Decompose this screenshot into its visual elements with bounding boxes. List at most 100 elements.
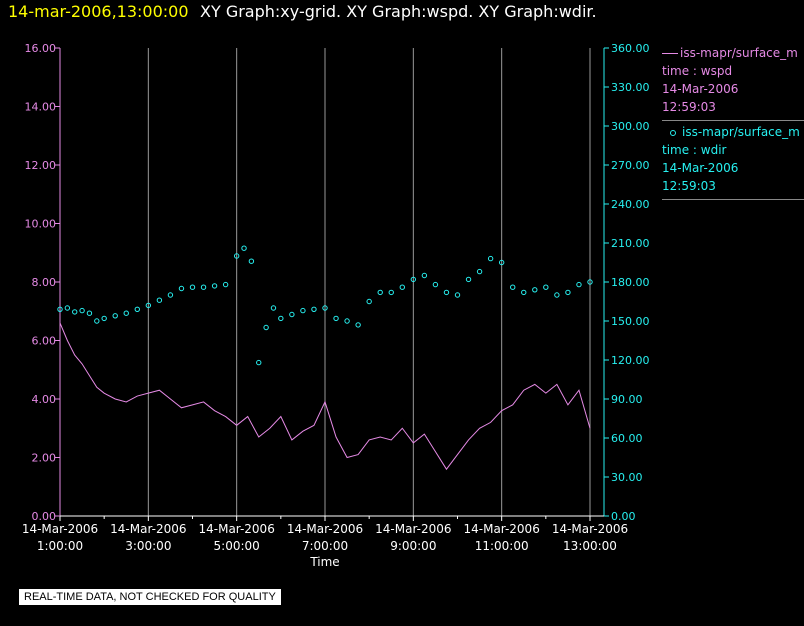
- y-left-tick-label: 12.00: [25, 159, 57, 172]
- wdir-point: [211, 283, 218, 289]
- wdir-point: [498, 259, 505, 266]
- y-right-tick-label: 180.00: [611, 276, 650, 289]
- x-axis-title: Time: [309, 555, 339, 569]
- wdir-point: [532, 287, 538, 293]
- wdir-point: [94, 318, 100, 324]
- x-tick-label-time: 1:00:00: [37, 539, 83, 553]
- legend-source-text: iss-mapr/surface_m: [680, 46, 798, 60]
- wdir-point: [521, 289, 527, 296]
- wdir-point: [79, 307, 85, 314]
- x-tick-label-time: 9:00:00: [390, 539, 436, 553]
- wdir-point: [344, 318, 350, 324]
- y-right-tick-label: 150.00: [611, 315, 650, 328]
- y-right-tick-label: 120.00: [611, 354, 650, 367]
- wdir-point: [576, 281, 582, 288]
- legend-entry-wdir: iss-mapr/surface_m time : wdir 14-Mar-20…: [662, 123, 804, 200]
- y-right-tick-label: 90.00: [611, 393, 643, 406]
- series-layer: [57, 245, 593, 471]
- y-left-tick-label: 10.00: [25, 218, 57, 231]
- x-tick-label-time: 5:00:00: [214, 539, 260, 553]
- wdir-point: [476, 268, 483, 275]
- wdir-point: [145, 302, 152, 309]
- wdir-point: [322, 305, 328, 311]
- legend-date: 14-Mar-2006: [662, 161, 739, 175]
- x-tick-label-date: 14-Mar-2006: [198, 522, 274, 536]
- y-right-tick-label: 30.00: [611, 471, 643, 484]
- wdir-point: [554, 292, 560, 298]
- wdir-point: [432, 281, 439, 288]
- x-tick-label-time: 7:00:00: [302, 539, 348, 553]
- legend-source: iss-mapr/surface_m: [662, 44, 804, 62]
- x-tick-label-date: 14-Mar-2006: [22, 522, 98, 536]
- legend-time: 12:59:03: [662, 179, 716, 193]
- wdir-point: [510, 284, 516, 290]
- wdir-point: [565, 289, 571, 296]
- wdir-point: [388, 289, 394, 296]
- wdir-point: [200, 284, 207, 290]
- wdir-point: [465, 276, 472, 283]
- wdir-point: [189, 284, 196, 290]
- wdir-point: [410, 276, 417, 283]
- line-swatch-icon: [662, 53, 678, 54]
- legend-divider: [662, 199, 804, 200]
- wdir-point: [399, 284, 405, 290]
- wdir-point: [311, 306, 317, 312]
- wdir-point: [270, 305, 277, 311]
- legend-label: time : wdir: [662, 143, 727, 157]
- x-tick-label-time: 13:00:00: [563, 539, 617, 553]
- label-layer: 14-Mar-2006 1:00:00 14-Mar-2006 3:00:00 14-M…: [22, 42, 650, 569]
- y-left-tick-label: 0.00: [32, 510, 57, 523]
- wdir-point: [86, 310, 93, 316]
- wdir-point: [233, 253, 240, 259]
- legend: iss-mapr/surface_m time : wspd 14-Mar-20…: [662, 44, 804, 202]
- wdir-point: [454, 292, 461, 298]
- legend-time: 12:59:03: [662, 100, 716, 114]
- x-tick-label-date: 14-Mar-2006: [463, 522, 539, 536]
- legend-divider: [662, 120, 804, 121]
- chart-datetime: 14-mar-2006,13:00:00: [8, 2, 189, 21]
- y-left-tick-label: 2.00: [32, 452, 57, 465]
- wdir-point: [377, 289, 383, 296]
- wdir-point: [587, 279, 593, 285]
- wdir-point: [112, 313, 118, 319]
- wdir-point: [64, 305, 71, 311]
- wdir-point: [355, 322, 361, 328]
- wdir-point: [241, 245, 247, 251]
- y-left-tick-label: 16.00: [25, 42, 57, 55]
- legend-entry-wspd: iss-mapr/surface_m time : wspd 14-Mar-20…: [662, 44, 804, 121]
- y-right-tick-label: 240.00: [611, 198, 650, 211]
- wdir-point: [278, 315, 284, 322]
- wdir-point: [222, 281, 229, 288]
- wdir-point: [289, 311, 295, 318]
- legend-source-text: iss-mapr/surface_m: [682, 125, 800, 139]
- wdir-point: [366, 298, 372, 305]
- wdir-point: [156, 297, 163, 303]
- graph-titles: XY Graph:xy-grid. XY Graph:wspd. XY Grap…: [200, 2, 597, 21]
- y-left-tick-label: 8.00: [32, 276, 57, 289]
- x-tick-label-date: 14-Mar-2006: [110, 522, 186, 536]
- x-tick-label-time: 3:00:00: [125, 539, 171, 553]
- y-left-tick-label: 14.00: [25, 101, 57, 114]
- wdir-point: [443, 289, 450, 296]
- wdir-point: [101, 315, 107, 322]
- y-right-tick-label: 330.00: [611, 81, 650, 94]
- x-tick-label-date: 14-Mar-2006: [552, 522, 628, 536]
- chart-header: 14-mar-2006,13:00:00 XY Graph:xy-grid. X…: [0, 0, 804, 28]
- y-right-tick-label: 300.00: [611, 120, 650, 133]
- wdir-point: [134, 306, 140, 312]
- y-right-tick-label: 360.00: [611, 42, 650, 55]
- x-tick-label-date: 14-Mar-2006: [375, 522, 451, 536]
- y-left-tick-label: 6.00: [32, 335, 57, 348]
- quality-notice: REAL-TIME DATA, NOT CHECKED FOR QUALITY: [19, 589, 281, 605]
- wspd-series-line: [59, 322, 591, 471]
- legend-label: time : wspd: [662, 64, 733, 78]
- y-right-tick-label: 210.00: [611, 237, 650, 250]
- wdir-point: [248, 258, 255, 264]
- wdir-point: [72, 309, 78, 315]
- y-left-tick-label: 4.00: [32, 393, 57, 406]
- wdir-point: [421, 272, 428, 279]
- legend-source: iss-mapr/surface_m: [662, 123, 804, 141]
- wdir-point: [57, 306, 63, 312]
- x-tick-label-date: 14-Mar-2006: [287, 522, 363, 536]
